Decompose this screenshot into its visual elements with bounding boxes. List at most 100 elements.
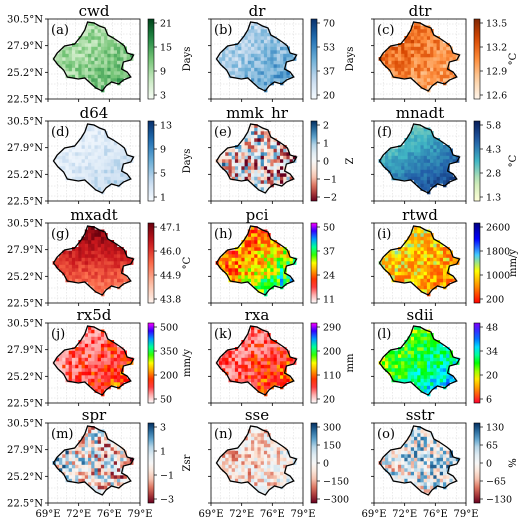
- heatmap-cell: [225, 155, 229, 160]
- heatmap-cell: [251, 243, 255, 248]
- colorbar-tick-label: −1: [323, 175, 337, 186]
- heatmap-cell: [417, 433, 421, 437]
- heatmap-cell: [423, 478, 428, 483]
- heatmap-cell: [270, 375, 274, 379]
- heatmap-cell: [120, 71, 124, 75]
- heatmap-cell: [283, 457, 287, 462]
- heatmap-cell: [426, 254, 431, 258]
- heatmap-cell: [234, 155, 239, 160]
- heatmap-cell: [430, 268, 434, 272]
- heatmap-cell: [254, 329, 258, 334]
- heatmap-cell: [407, 50, 412, 54]
- heatmap-cell: [280, 350, 284, 355]
- heatmap-cell: [113, 357, 118, 362]
- heatmap-cell: [267, 159, 271, 163]
- heatmap-cell: [94, 173, 98, 177]
- heatmap-cell: [84, 336, 89, 341]
- heatmap-cell: [433, 141, 437, 146]
- heatmap-cell: [228, 264, 232, 269]
- heatmap-cell: [381, 361, 386, 365]
- heatmap-cell: [260, 468, 265, 472]
- heatmap-cell: [91, 329, 95, 334]
- heatmap-cell: [401, 271, 405, 276]
- heatmap-cell: [97, 482, 102, 486]
- heatmap-cell: [276, 275, 281, 279]
- heatmap-cell: [433, 166, 437, 170]
- colorbar-label: mm/y: [508, 249, 519, 277]
- heatmap-cell: [426, 440, 431, 444]
- heatmap-cell: [257, 159, 261, 163]
- heatmap-cell: [88, 354, 92, 358]
- heatmap-cell: [247, 159, 252, 163]
- heatmap-cell: [443, 447, 447, 451]
- heatmap-cell: [410, 229, 415, 234]
- heatmap-cell: [283, 46, 287, 51]
- heatmap-cell: [59, 268, 63, 272]
- heatmap-cell: [388, 368, 392, 372]
- heatmap-cell: [423, 57, 428, 61]
- heatmap-cell: [110, 471, 115, 476]
- heatmap-cell: [104, 60, 108, 65]
- heatmap-cell: [280, 46, 284, 51]
- heatmap-cell: [407, 378, 412, 383]
- heatmap-cell: [228, 57, 232, 61]
- y-tick-label: 27.9°N: [7, 143, 43, 154]
- heatmap-cell: [270, 240, 274, 244]
- heatmap-cell: [110, 162, 115, 167]
- heatmap-cell: [104, 134, 108, 139]
- heatmap-cell: [263, 36, 268, 40]
- heatmap-cell: [222, 368, 226, 372]
- heatmap-cell: [270, 250, 274, 255]
- heatmap-cell: [414, 57, 418, 61]
- heatmap-cell: [241, 378, 245, 383]
- heatmap-cell: [404, 254, 408, 258]
- y-tick-label: 30.5°N: [7, 219, 43, 230]
- heatmap-cell: [286, 457, 290, 462]
- heatmap-cell: [251, 240, 255, 244]
- heatmap-cell: [401, 155, 405, 160]
- heatmap-cell: [433, 361, 437, 365]
- heatmap-cell: [97, 64, 102, 68]
- heatmap-cell: [104, 254, 108, 258]
- panel-title: mnadt: [396, 104, 444, 122]
- heatmap-cell: [404, 471, 408, 476]
- heatmap-cell: [71, 155, 76, 160]
- heatmap-cell: [414, 482, 418, 486]
- heatmap-cell: [107, 278, 111, 283]
- heatmap-cell: [238, 74, 242, 79]
- heatmap-cell: [88, 375, 92, 379]
- heatmap-cell: [84, 250, 89, 255]
- heatmap-cell: [244, 440, 249, 444]
- heatmap-cell: [251, 74, 255, 79]
- heatmap-cell: [97, 275, 102, 279]
- heatmap-cell: [59, 357, 63, 362]
- heatmap-cell: [433, 243, 437, 248]
- heatmap-cell: [292, 257, 297, 262]
- heatmap-cell: [423, 361, 428, 365]
- heatmap-cell: [443, 53, 447, 58]
- heatmap-cell: [228, 275, 232, 279]
- heatmap-cell: [423, 236, 428, 241]
- heatmap-cell: [443, 152, 447, 156]
- heatmap-cell: [94, 81, 98, 86]
- heatmap-cell: [117, 275, 121, 279]
- colorbar: [147, 322, 155, 404]
- heatmap-cell: [446, 354, 450, 358]
- heatmap-cell: [433, 250, 437, 255]
- heatmap-cell: [257, 364, 261, 369]
- heatmap-cell: [394, 67, 399, 72]
- heatmap-cell: [62, 457, 66, 462]
- heatmap-cell: [267, 385, 271, 390]
- heatmap-cell: [88, 131, 92, 135]
- heatmap-cell: [94, 138, 98, 142]
- heatmap-cell: [238, 368, 242, 372]
- heatmap-cell: [263, 447, 268, 451]
- heatmap-cell: [391, 162, 395, 167]
- heatmap-cell: [81, 43, 86, 47]
- heatmap-cell: [84, 278, 89, 283]
- heatmap-cell: [65, 350, 69, 355]
- heatmap-cell: [420, 340, 424, 344]
- heatmap-cell: [126, 74, 131, 79]
- heatmap-cell: [218, 257, 223, 262]
- heatmap-cell: [65, 64, 69, 68]
